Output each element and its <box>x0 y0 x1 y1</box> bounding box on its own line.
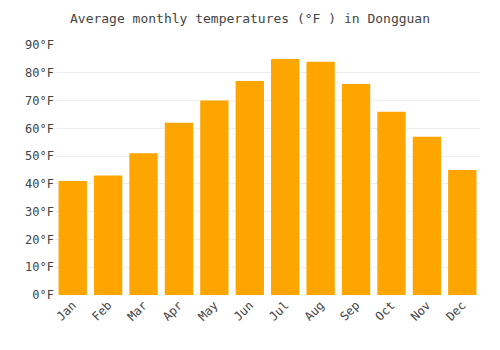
svg-text:30°F: 30°F <box>25 205 54 219</box>
svg-text:80°F: 80°F <box>25 66 54 80</box>
svg-text:60°F: 60°F <box>25 122 54 136</box>
svg-text:70°F: 70°F <box>25 94 54 108</box>
svg-text:Jun: Jun <box>231 298 256 323</box>
svg-text:Aug: Aug <box>302 298 327 323</box>
svg-text:0°F: 0°F <box>32 288 54 302</box>
svg-text:May: May <box>196 298 221 323</box>
svg-text:Jul: Jul <box>266 298 291 323</box>
svg-text:10°F: 10°F <box>25 260 54 274</box>
svg-text:50°F: 50°F <box>25 149 54 163</box>
svg-text:Dec: Dec <box>443 298 468 323</box>
svg-text:90°F: 90°F <box>25 38 54 52</box>
svg-text:Apr: Apr <box>160 298 185 323</box>
svg-text:Average monthly temperatures (: Average monthly temperatures (°F ) in Do… <box>70 11 430 26</box>
svg-text:Jan: Jan <box>54 298 79 323</box>
svg-text:Nov: Nov <box>408 298 433 323</box>
svg-text:Oct: Oct <box>373 298 398 323</box>
svg-text:40°F: 40°F <box>25 177 54 191</box>
svg-text:20°F: 20°F <box>25 233 54 247</box>
svg-text:Mar: Mar <box>125 298 150 323</box>
svg-text:Feb: Feb <box>89 298 114 323</box>
svg-text:Sep: Sep <box>337 298 362 323</box>
